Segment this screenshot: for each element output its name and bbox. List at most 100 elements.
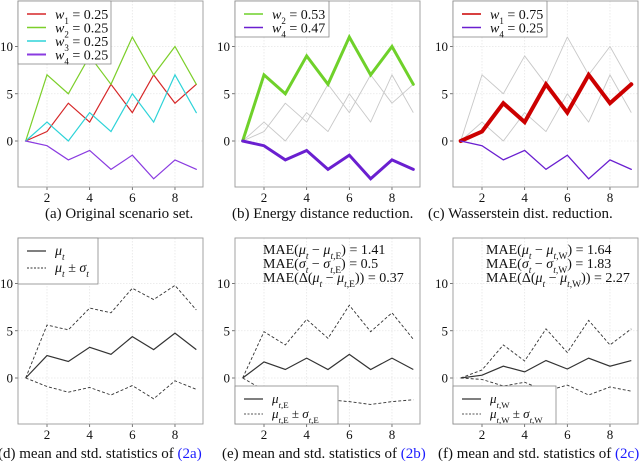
legend-box <box>452 385 557 425</box>
y-tick-label: 10 <box>0 276 13 291</box>
y-tick-label: 5 <box>442 323 449 338</box>
x-tick-label: 8 <box>607 427 614 442</box>
y-tick-label: 5 <box>442 86 449 101</box>
y-tick-label: 0 <box>442 134 449 149</box>
plot-frame <box>17 237 204 425</box>
y-tick-label: 0 <box>224 371 231 386</box>
std-band-line <box>460 319 632 379</box>
series-line-w1 <box>458 71 634 143</box>
caption-d-text: (d) mean and std. statistics of <box>0 446 178 462</box>
mae-annotation-3: MAE(Δ(μt − μt,W)) = 2.27 <box>486 271 630 290</box>
legend-label-w3: w3 = 0.25 <box>55 35 108 53</box>
legend-label-w1: w1 = 0.25 <box>55 8 108 26</box>
caption-f-ref[interactable]: (2c) <box>615 446 640 462</box>
y-tick-label: 0 <box>442 371 449 386</box>
x-tick-label: 4 <box>303 427 310 442</box>
legend: μt,Wμt,W ± σt,W <box>452 385 557 425</box>
std-band-line <box>25 377 197 400</box>
mae-annotation-2: MAE(σt − σt,W) = 1.83 <box>486 257 611 276</box>
y-tick-label: 5 <box>224 323 231 338</box>
x-tick-label: 4 <box>86 190 93 205</box>
legend-box <box>452 0 548 38</box>
y-tick-label: 10 <box>217 276 230 291</box>
mean-line <box>25 332 197 379</box>
x-tick-label: 8 <box>607 190 614 205</box>
series-line-w3 <box>25 73 197 142</box>
mean-line <box>460 357 632 379</box>
y-tick-label: 0 <box>7 134 14 149</box>
series-line-w4 <box>241 139 415 181</box>
y-tick-label: 5 <box>7 86 14 101</box>
legend-label-band: μt,W ± σt,W <box>489 406 543 425</box>
legend-label-band: μt,E ± σt,E <box>271 406 319 425</box>
x-tick-label: 4 <box>303 190 310 205</box>
caption-f-text: (f) mean and std. statistics of <box>438 446 616 462</box>
x-tick-label: 2 <box>261 190 268 205</box>
legend-box <box>234 385 339 425</box>
caption-d-ref[interactable]: (2a) <box>177 446 202 462</box>
std-band-line <box>25 284 197 379</box>
caption-e-ref[interactable]: (2b) <box>400 446 426 462</box>
x-tick-label: 8 <box>389 427 396 442</box>
y-tick-label: 0 <box>7 371 14 386</box>
y-tick-label: 10 <box>217 39 230 54</box>
x-tick-label: 2 <box>261 427 268 442</box>
x-tick-label: 6 <box>129 190 136 205</box>
chart-panel-e: 2 4 6 8 0 5 10 μt,Eμt,E ± σt,E MAE(μt − μt,E) = … <box>217 237 421 442</box>
caption-b: (b) Energy distance reduction. <box>232 206 414 222</box>
mae-annotation-1: MAE(μt − μt,E) = 1.41 <box>263 243 385 262</box>
y-tick-label: 10 <box>435 39 448 54</box>
mae-annotation-3: MAE(Δ(μt − μt,E)) = 0.37 <box>263 271 404 290</box>
x-tick-label: 8 <box>389 190 396 205</box>
mae-annotation-2: MAE(σt − σt,E) = 0.5 <box>263 257 378 276</box>
legend-label-w2: w2 = 0.53 <box>272 8 325 26</box>
x-tick-label: 6 <box>129 427 136 442</box>
x-tick-label: 4 <box>86 427 93 442</box>
x-tick-label: 8 <box>172 427 179 442</box>
x-tick-label: 2 <box>44 190 51 205</box>
legend-label-mean: μt <box>54 244 65 263</box>
x-tick-label: 2 <box>479 190 486 205</box>
y-tick-label: 5 <box>7 323 14 338</box>
legend-label-mean: μt,W <box>489 391 510 410</box>
x-tick-label: 4 <box>521 427 528 442</box>
x-tick-label: 2 <box>44 427 51 442</box>
series-line-w4 <box>25 140 197 180</box>
legend-label-w2: w2 = 0.25 <box>55 22 108 40</box>
y-tick-label: 10 <box>0 39 13 54</box>
legend-label-w4: w4 = 0.47 <box>272 22 325 40</box>
chart-panel-f: 2 4 6 8 0 5 10 μt,Wμt,W ± σt,W MAE(μt − μt,W) = … <box>435 237 639 442</box>
legend-label-mean: μt,E <box>271 391 289 410</box>
y-tick-label: 0 <box>224 134 231 149</box>
mae-annotation-1: MAE(μt − μt,W) = 1.64 <box>486 243 612 262</box>
background-scenario-line <box>242 74 414 142</box>
x-tick-label: 6 <box>346 427 353 442</box>
x-tick-label: 8 <box>172 190 179 205</box>
x-tick-label: 2 <box>479 427 486 442</box>
series-line-w4 <box>460 140 632 180</box>
legend-box <box>234 0 330 38</box>
y-tick-label: 10 <box>435 276 448 291</box>
x-tick-label: 4 <box>521 190 528 205</box>
x-tick-label: 6 <box>346 190 353 205</box>
series-line-w2 <box>25 35 197 142</box>
legend-label-band: μt ± σt <box>54 261 89 280</box>
legend-box <box>17 237 99 285</box>
caption-c: (c) Wasserstein dist. reduction. <box>428 206 613 222</box>
x-tick-label: 6 <box>564 427 571 442</box>
y-tick-label: 5 <box>224 86 231 101</box>
x-tick-label: 6 <box>564 190 571 205</box>
std-band-line <box>242 304 414 379</box>
mean-line <box>242 353 414 379</box>
legend-label-w4: w4 = 0.25 <box>490 22 543 40</box>
caption-a: (a) Original scenario set. <box>45 206 194 222</box>
